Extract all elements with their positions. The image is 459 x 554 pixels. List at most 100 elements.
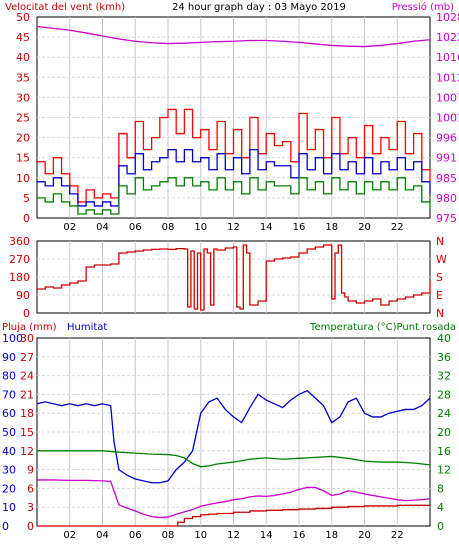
rain-tick-label: 3 bbox=[27, 501, 34, 514]
wind-tick-label: 30 bbox=[16, 91, 30, 104]
climate-x-tick-label: 14 bbox=[260, 530, 273, 541]
climate-x-tick-label: 08 bbox=[162, 530, 175, 541]
rain-tick-label: 15 bbox=[20, 426, 34, 439]
direction-tick-label: 90 bbox=[16, 289, 30, 302]
pressure-tick-label: 996 bbox=[436, 132, 457, 145]
temperature-tick-label: 32 bbox=[437, 370, 451, 383]
wind-tick-label: 5 bbox=[23, 192, 30, 205]
compass-label: N bbox=[436, 307, 444, 320]
temperature-tick-label: 4 bbox=[437, 501, 444, 514]
rain-line bbox=[37, 504, 430, 527]
rain-tick-label: 6 bbox=[27, 482, 34, 495]
compass-label: W bbox=[436, 253, 447, 266]
climate-x-tick-label: 06 bbox=[129, 530, 142, 541]
humidity-tick-label: 20 bbox=[2, 482, 16, 495]
temperature-line bbox=[37, 450, 431, 468]
temperature-tick-label: 16 bbox=[437, 445, 451, 458]
humidity-tick-label: 60 bbox=[2, 407, 16, 420]
humidity-tick-label: 70 bbox=[2, 388, 16, 401]
climate-x-tick-label: 22 bbox=[391, 530, 404, 541]
wind-tick-label: 20 bbox=[16, 132, 30, 145]
wind-x-tick-label: 20 bbox=[358, 222, 371, 233]
wind-x-tick-label: 16 bbox=[293, 222, 306, 233]
wind-tick-label: 10 bbox=[16, 172, 30, 185]
climate-x-tick-label: 16 bbox=[293, 530, 306, 541]
climate-x-tick-label: 04 bbox=[96, 530, 109, 541]
direction-tick-label: 360 bbox=[9, 235, 30, 248]
wind-x-tick-label: 08 bbox=[162, 222, 175, 233]
humidity-tick-label: 90 bbox=[2, 351, 16, 364]
rain-tick-label: 18 bbox=[20, 407, 34, 420]
temperature-axis-title: Temperatura (°C)Punt rosada bbox=[309, 322, 456, 333]
wind-gust-line bbox=[37, 108, 431, 203]
humidity-tick-label: 0 bbox=[2, 520, 9, 533]
wind-x-tick-label: 12 bbox=[227, 222, 240, 233]
chart-title: 24 hour graph day : 03 Mayo 2019 bbox=[172, 2, 346, 13]
temperature-tick-label: 36 bbox=[437, 351, 451, 364]
direction-tick-label: 180 bbox=[9, 271, 30, 284]
pressure-tick-label: 1007 bbox=[436, 91, 459, 104]
temperature-tick-label: 24 bbox=[437, 407, 451, 420]
temperature-tick-label: 12 bbox=[437, 464, 451, 477]
temperature-tick-label: 8 bbox=[437, 482, 444, 495]
rain-tick-label: 27 bbox=[20, 351, 34, 364]
wind-axis-title: Velocitat del vent (kmh) bbox=[5, 2, 125, 13]
humidity-tick-label: 100 bbox=[2, 332, 23, 345]
wind-tick-label: 35 bbox=[16, 71, 30, 84]
pressure-tick-label: 1028 bbox=[436, 11, 459, 24]
rain-tick-label: 21 bbox=[20, 388, 34, 401]
humidity-tick-label: 50 bbox=[2, 426, 16, 439]
wind-tick-label: 50 bbox=[16, 11, 30, 24]
compass-label: E bbox=[436, 289, 443, 302]
pressure-tick-label: 980 bbox=[436, 192, 457, 205]
wind-average-line bbox=[37, 149, 431, 207]
wind-x-tick-label: 22 bbox=[391, 222, 404, 233]
humidity-tick-label: 40 bbox=[2, 445, 16, 458]
temperature-tick-label: 20 bbox=[437, 426, 451, 439]
wind-x-tick-label: 10 bbox=[194, 222, 207, 233]
wind-x-tick-label: 04 bbox=[96, 222, 109, 233]
humidity-tick-label: 80 bbox=[2, 370, 16, 383]
rain-tick-label: 9 bbox=[27, 464, 34, 477]
pressure-tick-label: 985 bbox=[436, 172, 457, 185]
pressure-tick-label: 991 bbox=[436, 152, 457, 165]
rain-tick-label: 0 bbox=[27, 520, 34, 533]
rain-tick-label: 30 bbox=[20, 332, 34, 345]
humidity-tick-label: 30 bbox=[2, 464, 16, 477]
wind-x-tick-label: 02 bbox=[63, 222, 76, 233]
temperature-tick-label: 28 bbox=[437, 388, 451, 401]
climate-x-tick-label: 10 bbox=[194, 530, 207, 541]
wind-x-tick-label: 18 bbox=[325, 222, 338, 233]
climate-x-tick-label: 20 bbox=[358, 530, 371, 541]
pressure-axis-title: Pressió (mb) bbox=[392, 1, 454, 13]
climate-x-tick-label: 02 bbox=[63, 530, 76, 541]
climate-x-tick-label: 12 bbox=[227, 530, 240, 541]
rain-tick-label: 24 bbox=[20, 370, 34, 383]
pressure-tick-label: 1022 bbox=[436, 31, 459, 44]
temperature-tick-label: 0 bbox=[437, 520, 444, 533]
rain-axis-title: Pluja (mm) bbox=[2, 322, 57, 333]
compass-label: N bbox=[436, 235, 444, 248]
wind-tick-label: 25 bbox=[16, 112, 30, 125]
pressure-line bbox=[36, 25, 431, 48]
pressure-tick-label: 1016 bbox=[436, 51, 459, 64]
humidity-line bbox=[36, 389, 431, 484]
dewpoint-line bbox=[37, 479, 431, 519]
direction-tick-label: 0 bbox=[23, 307, 30, 320]
humidity-tick-label: 10 bbox=[2, 501, 16, 514]
wind-tick-label: 40 bbox=[16, 51, 30, 64]
rain-tick-label: 12 bbox=[20, 445, 34, 458]
wind-tick-label: 0 bbox=[23, 212, 30, 225]
direction-tick-label: 270 bbox=[9, 253, 30, 266]
compass-label: S bbox=[436, 271, 443, 284]
wind-low-line bbox=[37, 177, 431, 215]
climate-x-tick-label: 18 bbox=[325, 530, 338, 541]
temperature-tick-label: 40 bbox=[437, 332, 451, 345]
pressure-tick-label: 975 bbox=[436, 212, 457, 225]
humidity-axis-title: Humitat bbox=[67, 322, 107, 333]
wind-x-tick-label: 14 bbox=[260, 222, 273, 233]
wind-direction-line bbox=[37, 244, 431, 311]
